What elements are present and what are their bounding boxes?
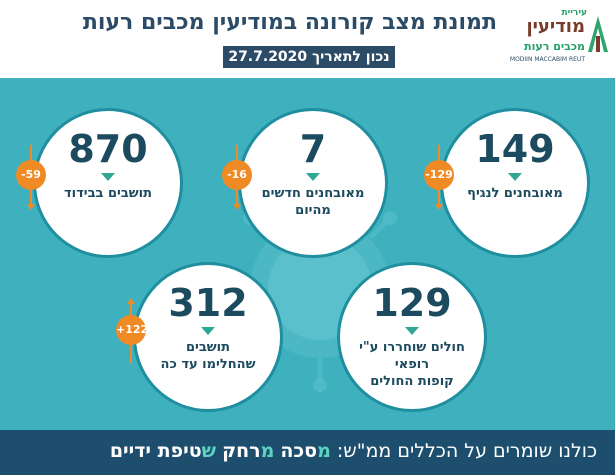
triangle-down-icon [508, 173, 522, 181]
footer-word-distance-first: מ [260, 440, 275, 462]
footer-prefix: כולנו שומרים על הכללים ממ"ש: [336, 440, 597, 462]
logo-top-text: עיריית [561, 8, 587, 18]
stat-isolation-card: 870 תושבים בבידוד [33, 108, 183, 258]
date-badge: נכון לתאריך 27.7.2020 [223, 46, 395, 68]
footer-word-mask-rest: סכה [280, 440, 318, 462]
stat-label-line1: מאובחנים חדשים [261, 186, 365, 201]
footer-word-mask: מסכה [280, 440, 330, 462]
arrow-up-icon [127, 298, 135, 304]
stat-confirmed-card: 149 מאובחנים לנגיף [440, 108, 590, 258]
footer-word-handwash: שטיפת ידיים [110, 440, 216, 462]
triangle-down-icon [101, 173, 115, 181]
arrow-down-icon [27, 204, 35, 210]
stat-label-line2: מהיום [295, 203, 331, 218]
arrow-down-icon [435, 204, 443, 210]
triangle-down-icon [306, 173, 320, 181]
stat-recovered-card: 312 תושבים שהחלימו עד כה [133, 262, 283, 412]
header: תמונת מצב קורונה במודיעין מכבים רעות נכו… [0, 0, 615, 78]
change-badge: -59 [16, 160, 46, 190]
city-logo: עיריית מודיעין מכבים רעות MODIIN MACCABI… [509, 8, 609, 70]
change-badge: -16 [222, 160, 252, 190]
change-badge: +122 [116, 315, 148, 345]
footer-word-handwash-rest: טיפת ידיים [109, 440, 202, 462]
stat-value: 129 [372, 281, 452, 325]
stat-label-line2: שהחלימו עד כה [160, 357, 256, 372]
stat-value: 149 [475, 127, 555, 171]
footer-word-distance: מרחק [222, 440, 274, 462]
stat-label-line1: חולים שוחררו ע"י [359, 340, 465, 355]
stat-value: 870 [68, 127, 148, 171]
stat-label: מאובחנים לנגיף [467, 186, 563, 201]
logo-english-text: MODIIN MACCABIM REUT [509, 56, 585, 63]
stat-value: 7 [299, 127, 327, 171]
triangle-down-icon [405, 327, 419, 335]
footer-word-handwash-first: ש [201, 440, 217, 462]
footer-text: כולנו שומרים על הכללים ממ"ש: מסכה מרחק ש… [110, 440, 597, 462]
arrow-down-icon [233, 204, 241, 210]
stat-new-today-card: 7 מאובחנים חדשים מהיום [238, 108, 388, 258]
change-badge: -129 [424, 160, 454, 190]
stats-area: 149 מאובחנים לנגיף -129 7 מאובחנים חדשים… [0, 78, 615, 430]
footer-word-distance-rest: רחק [222, 440, 261, 462]
stat-label-line3: קופות החולים [370, 374, 454, 389]
logo-name: מודיעין [526, 16, 585, 37]
footer-banner: כולנו שומרים על הכללים ממ"ש: מסכה מרחק ש… [0, 430, 615, 475]
stat-label: תושבים בבידוד [64, 186, 152, 201]
logo-emblem-icon [588, 16, 608, 52]
stat-value: 312 [168, 281, 248, 325]
footer-word-mask-first: מ [317, 440, 331, 462]
stat-label-line1: תושבים [185, 340, 230, 355]
stat-label-line2: רופאי [394, 357, 430, 372]
stat-hmo-released-card: 129 חולים שוחררו ע"י רופאי קופות החולים [337, 262, 487, 412]
triangle-down-icon [201, 327, 215, 335]
logo-subtitle: מכבים רעות [524, 40, 585, 53]
page-title: תמונת מצב קורונה במודיעין מכבים רעות [82, 10, 497, 35]
